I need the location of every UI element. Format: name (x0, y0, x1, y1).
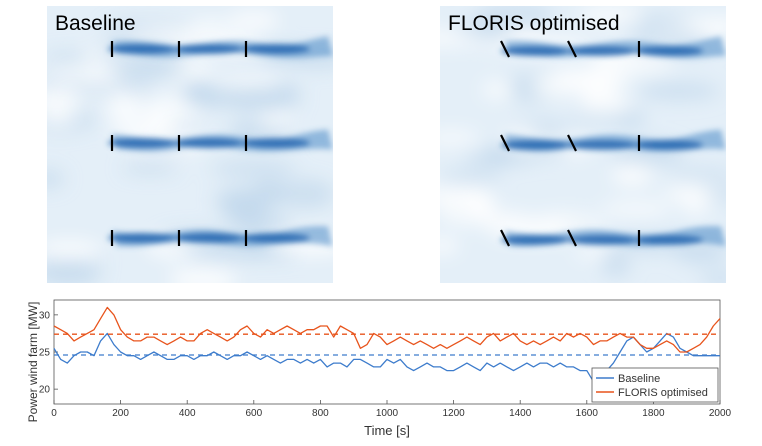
wake-streaks (108, 36, 333, 247)
turbine-markers (110, 41, 248, 246)
turbine-marker (567, 229, 577, 247)
y-tick-label: 20 (39, 385, 51, 396)
x-tick-label: 1400 (509, 408, 532, 419)
legend-label: FLORIS optimised (618, 387, 708, 399)
turbine-marker (567, 40, 577, 58)
baseline-wake-field (47, 6, 333, 283)
power-chart: 20 25 30 0 200 400 600 800 1000 1200 1400 1600 1800… (0, 288, 762, 441)
x-tick-label: 0 (51, 408, 57, 419)
series-line (53, 306, 721, 353)
wake-streaks (501, 36, 726, 247)
x-tick-label: 1200 (442, 408, 465, 419)
x-tick-label: 2000 (709, 408, 732, 419)
y-tick-label: 30 (39, 310, 51, 321)
x-tick-label: 1000 (376, 408, 399, 419)
optimised-field-panel: FLORIS optimised (440, 6, 726, 283)
legend-box (591, 367, 719, 403)
legend-label: Baseline (618, 373, 660, 385)
x-tick-label: 400 (179, 408, 196, 419)
y-axis-label: Power wind farm [MW] (26, 302, 40, 423)
x-axis-ticks: 0 200 400 600 800 1000 1200 1400 1600 1800 2000 (51, 400, 732, 419)
baseline-panel-title: Baseline (55, 12, 136, 35)
turbine-marker (567, 134, 577, 152)
x-axis-label: Time [s] (364, 423, 410, 438)
baseline-field-panel: Baseline (47, 6, 333, 283)
x-tick-label: 800 (312, 408, 329, 419)
x-tick-label: 200 (112, 408, 129, 419)
x-tick-label: 600 (245, 408, 262, 419)
y-axis-ticks: 20 25 30 (39, 310, 58, 396)
turbine-marker (500, 229, 510, 247)
x-tick-label: 1600 (576, 408, 599, 419)
turbine-markers (500, 40, 641, 247)
legend: Baseline FLORIS optimised (591, 367, 719, 403)
power-chart-svg: 20 25 30 0 200 400 600 800 1000 1200 1400 1600 1800… (26, 299, 732, 438)
turbine-marker (500, 134, 510, 152)
x-tick-label: 1800 (642, 408, 665, 419)
optimised-panel-title: FLORIS optimised (448, 12, 620, 35)
optimised-wake-field (440, 6, 726, 283)
y-tick-label: 25 (39, 348, 51, 359)
turbine-marker (500, 40, 510, 58)
